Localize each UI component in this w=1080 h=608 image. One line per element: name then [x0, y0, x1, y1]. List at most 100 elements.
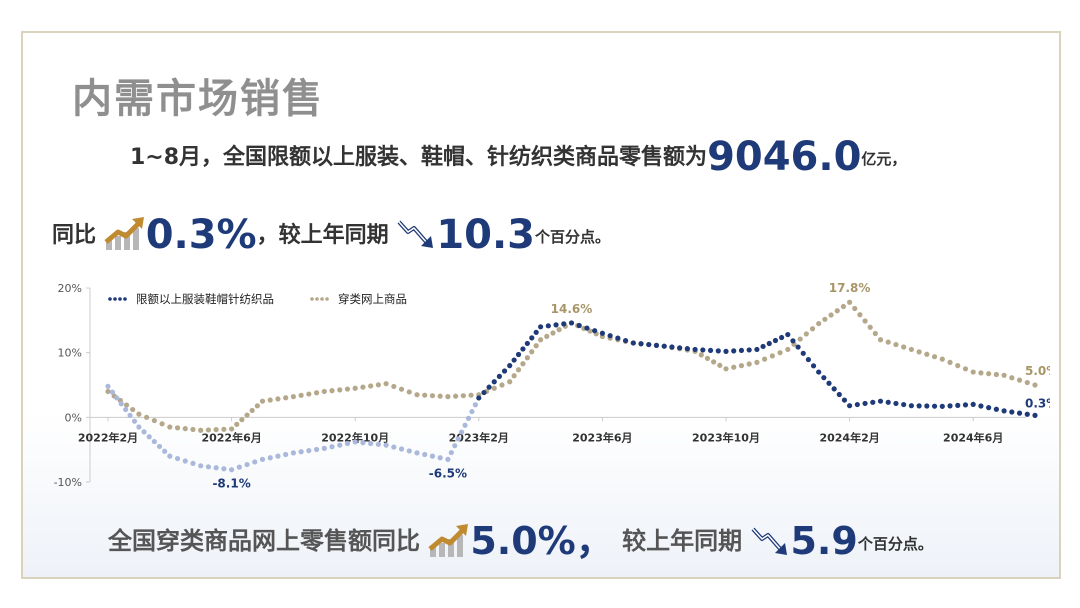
- y-tick-label: 0%: [65, 411, 82, 424]
- series-dot: [174, 455, 181, 462]
- legend-label: 限额以上服装鞋帽针纺织品: [136, 292, 274, 306]
- series-dot: [213, 465, 219, 471]
- y-tick-label: 20%: [58, 282, 82, 295]
- x-tick-label: 2023年10月: [692, 430, 760, 444]
- series-dot: [872, 330, 878, 337]
- series-dot: [123, 402, 130, 408]
- series-dot: [901, 344, 907, 350]
- series-dot: [375, 441, 381, 447]
- series-dot: [939, 356, 945, 362]
- series-dot: [109, 389, 116, 395]
- legend-entry: 穿类网上商品: [310, 292, 407, 306]
- series-dot: [779, 334, 785, 341]
- series-dot: [459, 429, 465, 435]
- series-dot: [1009, 409, 1015, 415]
- series-dot: [1009, 375, 1015, 381]
- x-tick-label: 2023年6月: [572, 430, 632, 444]
- series-dot: [993, 406, 999, 412]
- series-dot: [429, 393, 436, 399]
- online-mid: 较上年同期: [622, 527, 743, 555]
- series-dot: [198, 463, 204, 469]
- series-dot: [313, 390, 320, 396]
- series-dot: [533, 343, 539, 349]
- series-dot: [630, 340, 636, 346]
- series-dot: [857, 312, 863, 318]
- series-dot: [1032, 382, 1038, 388]
- series-dot: [141, 429, 147, 435]
- series-dot: [769, 353, 775, 359]
- series-dot: [515, 367, 522, 373]
- down-trend-arrow-icon: [750, 523, 790, 563]
- series-dot: [174, 425, 181, 431]
- series-dot: [646, 341, 652, 348]
- series-dot: [885, 399, 891, 405]
- series-dot: [826, 380, 832, 386]
- series-dot: [529, 349, 535, 355]
- series-dot: [556, 327, 562, 333]
- series-dot: [795, 344, 801, 350]
- series-dot: [105, 388, 111, 395]
- series-dot: [877, 337, 884, 343]
- sales-unit: 亿元，: [861, 150, 907, 168]
- series-dot: [916, 349, 922, 355]
- series-dot: [501, 368, 508, 374]
- series-dot: [429, 453, 436, 459]
- down-trend-arrow-icon: [396, 216, 436, 256]
- series-dot: [746, 361, 752, 367]
- series-dot: [118, 401, 124, 407]
- series-dot: [638, 341, 644, 347]
- series-dot: [398, 386, 405, 392]
- series-dot: [321, 388, 327, 395]
- series-dot: [234, 421, 240, 427]
- series-dot: [553, 322, 559, 328]
- x-tick-label: 2023年2月: [449, 430, 509, 444]
- series-dot: [550, 330, 556, 336]
- series-dot: [800, 350, 806, 356]
- series-dot: [529, 335, 535, 341]
- series-dot: [254, 403, 260, 409]
- series-dot: [437, 455, 443, 461]
- series-dot: [576, 322, 582, 329]
- series-dot: [908, 346, 915, 353]
- series-dot: [538, 337, 544, 343]
- series-dot: [816, 320, 822, 327]
- series-dot: [524, 355, 530, 361]
- series-dot: [870, 399, 876, 405]
- series-dot: [962, 366, 969, 372]
- series-dot: [422, 392, 428, 398]
- series-dot: [465, 415, 472, 422]
- series-dot: [533, 329, 539, 335]
- series-dot: [715, 348, 721, 354]
- series-dot: [1032, 412, 1038, 418]
- series-dot: [511, 373, 517, 379]
- series-dot: [711, 359, 717, 365]
- series-dot: [131, 418, 138, 424]
- series-dot: [828, 312, 834, 318]
- series-dot: [162, 448, 168, 454]
- series-dot: [754, 359, 760, 365]
- series-dot: [790, 338, 796, 344]
- series-dot: [797, 336, 803, 342]
- series-dot: [754, 346, 760, 353]
- series-dot: [836, 391, 842, 398]
- series-dot: [1024, 411, 1030, 417]
- line-chart: 20% 10% 0% -10% 2022年2月 2022年6月 2022年10月 2023年2…: [54, 281, 1050, 490]
- series-dot: [939, 403, 945, 409]
- series-dot: [114, 395, 120, 401]
- series-dot: [731, 364, 737, 370]
- legend-swatch-dot: [315, 297, 319, 301]
- series-dot: [383, 381, 389, 387]
- series-dot: [854, 401, 860, 408]
- series-dot: [306, 391, 312, 397]
- series-dot: [955, 363, 961, 369]
- series-dot: [368, 440, 374, 447]
- series-dot: [445, 456, 451, 462]
- series-dot: [885, 339, 891, 345]
- series-dot: [468, 392, 474, 398]
- series-dot: [182, 458, 188, 464]
- series-dot: [717, 362, 723, 368]
- series-dot: [136, 411, 142, 417]
- series-dot: [205, 464, 212, 470]
- series-dot: [352, 385, 358, 391]
- up-trend-arrow-icon: [428, 523, 470, 563]
